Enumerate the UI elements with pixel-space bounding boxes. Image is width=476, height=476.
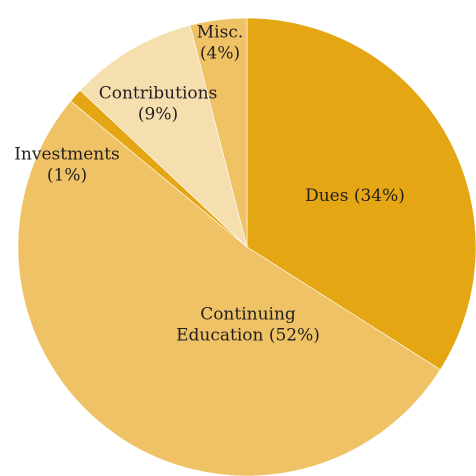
slice-label-line: Investments: [14, 145, 120, 165]
slice-label-line: Continuing: [200, 305, 296, 325]
pie-slice-dues: [246, 17, 476, 371]
slice-label-misc: Misc. (4%): [197, 23, 244, 64]
pie-labels: Dues (34%) Continuing Education (52%) Inves…: [14, 23, 405, 346]
pie-slice-contributions: [79, 24, 248, 248]
slice-label-line: Dues (34%): [305, 186, 405, 206]
pie-slices: [17, 17, 476, 476]
slice-label-line: Misc.: [197, 23, 244, 43]
slice-label-line: (1%): [47, 166, 87, 186]
pie-slice-continuing-education: [17, 100, 441, 476]
slice-label-contributions: Contributions (9%): [99, 84, 218, 125]
slice-label-line: Education (52%): [176, 326, 320, 346]
slice-label-dues: Dues (34%): [305, 186, 405, 206]
slice-label-line: (4%): [200, 44, 240, 64]
slice-label-continuing-education: Continuing Education (52%): [176, 305, 320, 346]
slice-label-investments: Investments (1%): [14, 145, 120, 186]
pie-slice-misc: [189, 17, 248, 248]
slice-label-line: Contributions: [99, 84, 218, 104]
slice-label-line: (9%): [138, 105, 178, 125]
